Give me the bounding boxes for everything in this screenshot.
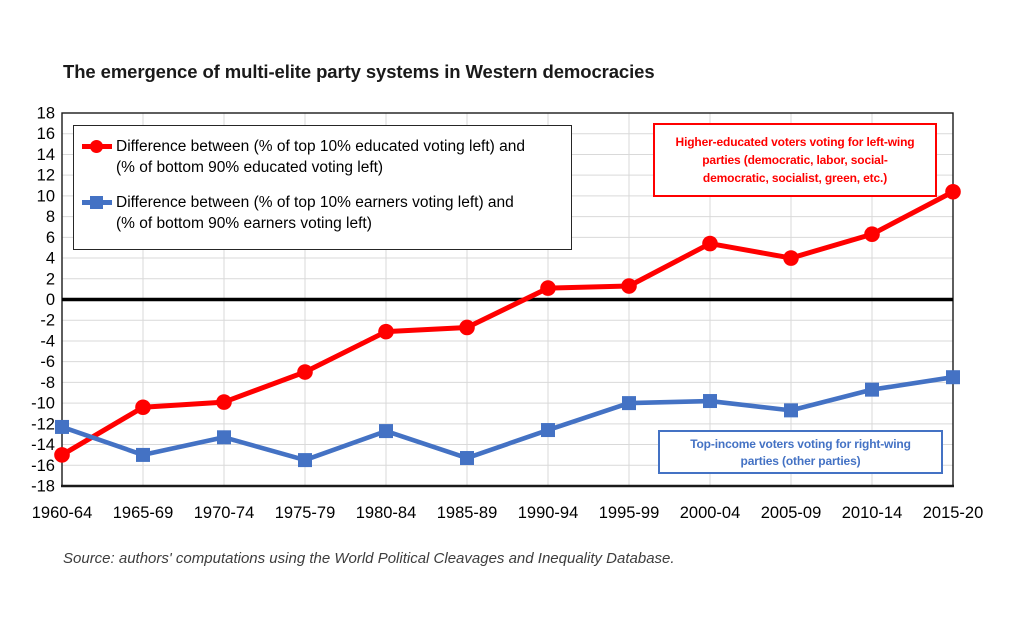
legend-label-educated: Difference between (% of top 10% educate… (116, 136, 525, 178)
y-axis-tick-label: 0 (46, 291, 55, 309)
data-point-earners (541, 423, 555, 438)
x-axis-tick-label: 1980-84 (356, 504, 417, 522)
x-axis-tick-label: 1995-99 (599, 504, 660, 522)
data-point-educated (702, 235, 718, 252)
y-axis-tick-label: 4 (46, 250, 55, 268)
data-point-earners (703, 394, 717, 409)
annotation-line: parties (democratic, labor, social- (702, 153, 888, 167)
legend-label-line: Difference between (% of top 10% educate… (116, 138, 526, 155)
data-point-earners (136, 447, 150, 462)
legend-entry-earners: Difference between (% of top 10% earners… (82, 192, 563, 234)
data-point-educated (864, 226, 880, 243)
data-point-earners (379, 424, 393, 439)
annotation-top-income: Top-income voters voting for right-wing … (658, 430, 943, 474)
data-point-educated (945, 183, 961, 200)
chart-legend: Difference between (% of top 10% educate… (73, 125, 572, 250)
source-note: Source: authors' computations using the … (63, 550, 675, 567)
data-point-educated (54, 447, 70, 463)
y-axis-tick-label: -16 (31, 457, 55, 475)
legend-label-earners: Difference between (% of top 10% earners… (116, 192, 514, 234)
legend-entry-educated: Difference between (% of top 10% educate… (82, 136, 563, 178)
data-point-earners (298, 453, 312, 468)
data-point-earners (217, 430, 231, 445)
data-point-educated (297, 364, 313, 380)
x-axis-tick-label: 1975-79 (275, 504, 336, 522)
y-axis-tick-label: 18 (37, 105, 55, 123)
blue-line-square-icon (82, 192, 112, 213)
y-axis-tick-label: 16 (37, 125, 55, 143)
x-axis-tick-label: 1965-69 (113, 504, 174, 522)
series-line-educated (59, 189, 956, 458)
legend-label-line: (% of bottom 90% educated voting left) (116, 159, 384, 176)
y-axis-tick-label: 2 (46, 270, 55, 288)
y-axis-tick-label: -8 (40, 374, 55, 392)
y-axis-tick-label: 8 (46, 208, 55, 226)
data-point-educated (540, 280, 556, 296)
x-axis-tick-label: 1985-89 (437, 504, 498, 522)
x-axis-tick-label: 1960-64 (32, 504, 93, 522)
y-axis-tick-label: -6 (40, 353, 55, 371)
data-point-educated (216, 394, 232, 410)
data-point-educated (135, 399, 151, 416)
annotation-line: Higher-educated voters voting for left-w… (675, 135, 915, 149)
legend-label-line: Difference between (% of top 10% earners… (116, 194, 514, 211)
x-axis-tick-label: 1990-94 (518, 504, 579, 522)
y-axis-tick-label: -4 (40, 332, 55, 350)
chart-title: The emergence of multi-elite party syste… (63, 61, 655, 82)
y-axis-tick-label: 14 (37, 146, 55, 164)
data-point-educated (621, 278, 637, 294)
data-point-educated (783, 250, 799, 266)
y-axis-tick-label: -18 (31, 478, 55, 496)
y-axis-tick-label: -10 (31, 395, 55, 413)
x-axis-tick-label: 2000-04 (680, 504, 741, 522)
data-point-earners (622, 396, 636, 411)
y-axis-tick-label: 12 (37, 167, 55, 185)
x-axis-tick-label: 2005-09 (761, 504, 822, 522)
x-axis-tick-label: 2015-20 (923, 504, 984, 522)
y-axis-tick-label: -2 (40, 312, 55, 330)
data-point-earners (784, 403, 798, 418)
y-axis-tick-label: 10 (37, 187, 55, 205)
series-line-earners (59, 374, 956, 463)
annotation-line: parties (other parties) (740, 454, 861, 468)
x-axis-tick-label: 2010-14 (842, 504, 903, 522)
y-axis-tick-label: -12 (31, 415, 55, 433)
annotation-higher-educated: Higher-educated voters voting for left-w… (653, 123, 937, 197)
x-axis-tick-label: 1970-74 (194, 504, 255, 522)
y-axis-tick-label: 6 (46, 229, 55, 247)
data-point-earners (946, 370, 960, 385)
red-line-circle-icon (82, 136, 112, 157)
data-point-earners (865, 382, 879, 397)
annotation-line: Top-income voters voting for right-wing (690, 437, 911, 451)
legend-label-line: (% of bottom 90% earners voting left) (116, 215, 372, 232)
annotation-line: democratic, socialist, green, etc.) (702, 171, 888, 185)
data-point-earners (55, 419, 69, 434)
data-point-educated (378, 323, 394, 340)
y-axis-tick-label: -14 (31, 436, 55, 454)
data-point-educated (459, 319, 475, 336)
data-point-earners (460, 451, 474, 466)
